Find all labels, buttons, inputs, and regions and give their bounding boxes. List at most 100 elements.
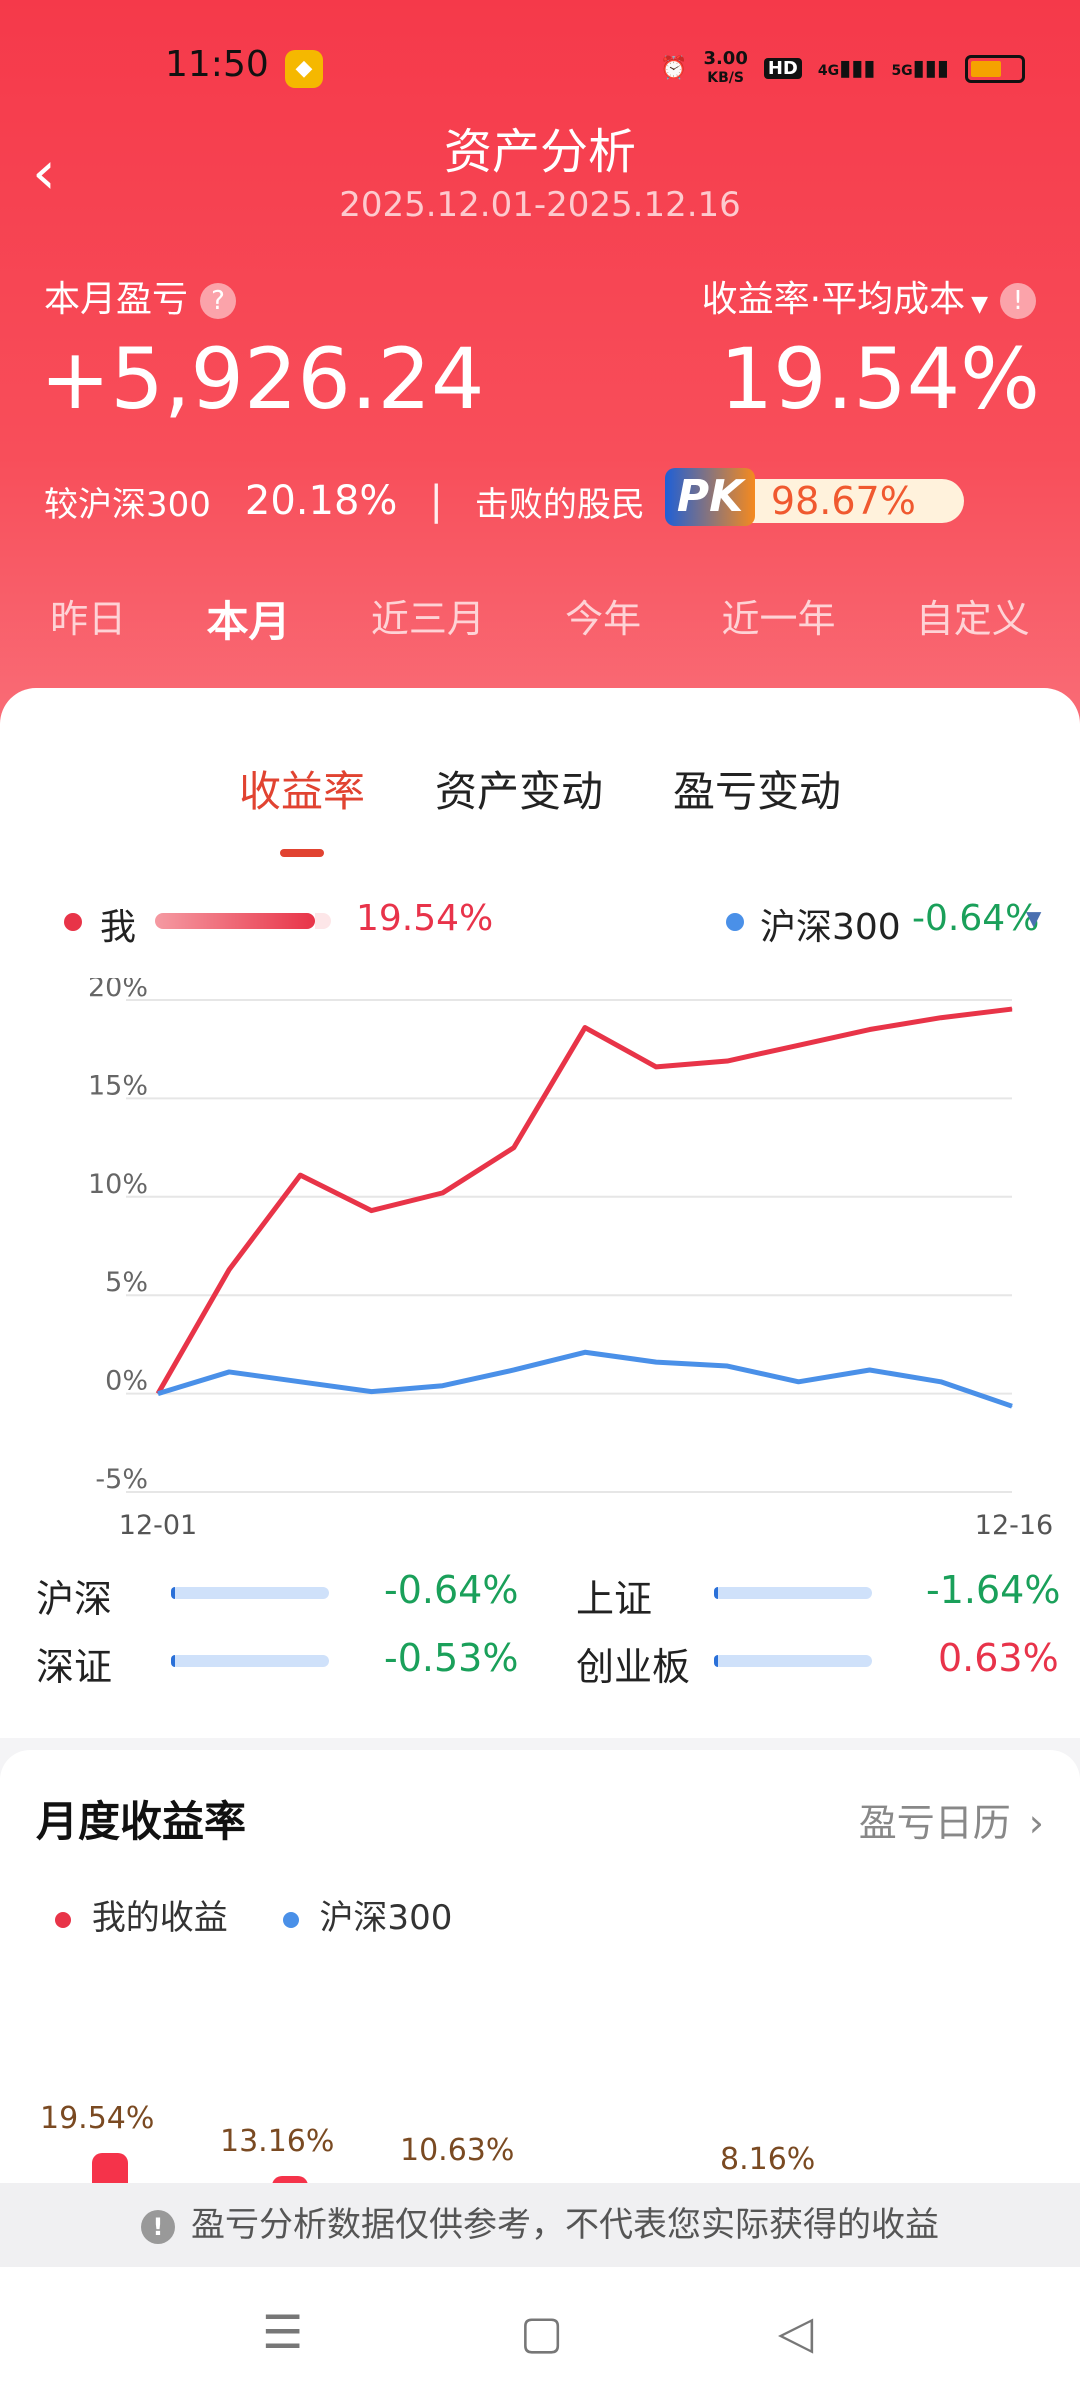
index-value: -0.64% [384, 1568, 519, 1612]
data-point [798, 1044, 799, 1046]
subtab-asset-change[interactable]: 资产变动 [434, 767, 603, 816]
period-tabs: 昨日 本月 近三月 今年 近一年 自定义 [0, 588, 1080, 649]
index-comparison: 沪深 -0.64% 上证 -1.64% 深证 -0.53% 创业板 0.63% [0, 1568, 1080, 1718]
data-point [584, 1351, 586, 1353]
monthly-bar-label: 10.63% [400, 2132, 515, 2168]
data-point [513, 1369, 515, 1371]
beat-label: 击败的股民 [474, 484, 645, 525]
data-point [940, 1017, 942, 1019]
sig-4g-label: 4G [817, 63, 840, 79]
y-tick-label: 10% [88, 1169, 148, 1200]
index-row-sh: 上证 -1.64% [576, 1568, 1060, 1621]
month-pl-label: 本月盈亏? [44, 270, 237, 322]
index-bar [171, 1655, 329, 1667]
legend-index-label: 沪深300 [760, 907, 901, 948]
compare-label: 较沪深300 [44, 484, 211, 525]
index-row-hs: 沪深 -0.64% [36, 1568, 519, 1621]
x-tick-label: 12-01 [119, 1510, 197, 1538]
tab-this-year[interactable]: 今年 [565, 597, 642, 641]
index-dot [726, 913, 744, 931]
battery-icon [965, 54, 1025, 83]
compare-value: 20.18% [244, 478, 398, 524]
data-point [940, 1381, 942, 1383]
tab-one-year[interactable]: 近一年 [721, 597, 836, 641]
x-tick-label: 12-16 [975, 1510, 1053, 1538]
data-point [371, 1391, 372, 1393]
data-point [655, 1066, 657, 1068]
monthly-bar-label: 19.54% [40, 2100, 155, 2136]
caret-down-icon: ▼ [971, 292, 988, 317]
y-tick-label: 5% [105, 1267, 148, 1298]
alarm-icon: ⏰ [660, 56, 688, 81]
tab-yesterday[interactable]: 昨日 [50, 597, 127, 641]
monthly-title: 月度收益率 [36, 1797, 247, 1846]
data-point [726, 1060, 728, 1062]
help-icon[interactable]: ? [200, 283, 237, 319]
data-point [869, 1029, 871, 1031]
me-dot [64, 913, 82, 931]
tab-this-month[interactable]: 本月 [206, 597, 291, 646]
legend-index-value: -0.64% [912, 898, 1040, 939]
subtab-pl-change[interactable]: 盈亏变动 [673, 767, 842, 816]
warning-icon: ! [141, 2209, 175, 2244]
chart-legend: 我 19.54% 沪深300 -0.64% ▼ [60, 898, 1050, 948]
page-title: 资产分析 [443, 124, 636, 180]
tab-custom[interactable]: 自定义 [915, 597, 1030, 641]
back-button[interactable]: ‹ [32, 138, 56, 208]
data-point [228, 1371, 230, 1373]
index-name: 深证 [36, 1645, 113, 1689]
legend-my-return: 我的收益 [91, 1898, 228, 1938]
rate-value: 19.54% [719, 330, 1040, 428]
index-selector-caret-icon[interactable]: ▼ [1026, 906, 1042, 930]
disclaimer-banner: ! 盈亏分析数据仅供参考，不代表您实际获得的收益 [0, 2183, 1080, 2267]
data-point [442, 1385, 444, 1387]
rate-label-text: 收益率·平均成本 [701, 279, 966, 320]
signal-4g-icon: 4G▮▮▮ [817, 56, 876, 81]
net-speed-unit: KB/S [707, 70, 744, 86]
index-value: -0.53% [384, 1636, 519, 1680]
rate-selector[interactable]: 收益率·平均成本 ▼! [702, 270, 1036, 322]
net-speed: 3.00 KB/S [703, 50, 747, 87]
monthly-bar-label: 13.16% [220, 2123, 335, 2159]
my-return-dot [55, 1911, 71, 1928]
y-tick-label: 20% [88, 978, 148, 1003]
index-bar [171, 1587, 329, 1599]
tab-three-months[interactable]: 近三月 [370, 597, 485, 641]
hs300-dot [282, 1911, 299, 1928]
y-tick-label: 0% [105, 1366, 148, 1397]
index-name: 创业板 [576, 1645, 691, 1689]
home-icon[interactable]: ▢ [520, 2305, 564, 2359]
chevron-right-icon: › [1028, 1801, 1044, 1845]
pk-pill[interactable]: PK 98.67% [664, 462, 964, 540]
hd-icon: HD [763, 58, 802, 79]
subtab-return-rate[interactable]: 收益率 [239, 758, 365, 857]
data-point [726, 1365, 728, 1367]
compare-row: 较沪深300 20.18% | 击败的股民 PK 98.67% [44, 462, 964, 540]
status-time: 11:50 [165, 44, 269, 85]
notification-icon: ◆ [285, 50, 323, 88]
header: 11:50 ◆ ⏰ 3.00 KB/S HD 4G▮▮▮ 5G▮▮▮ ‹ 资产分… [0, 0, 1080, 760]
series-line-hs300 [157, 1349, 1013, 1409]
data-point [1011, 1405, 1013, 1407]
status-icons: ⏰ 3.00 KB/S HD 4G▮▮▮ 5G▮▮▮ [660, 50, 1025, 87]
separator: | [429, 478, 443, 524]
data-point [869, 1369, 871, 1371]
data-point [299, 1381, 301, 1383]
status-bar: 11:50 ◆ ⏰ 3.00 KB/S HD 4G▮▮▮ 5G▮▮▮ [0, 44, 1080, 100]
menu-icon[interactable]: ☰ [262, 2305, 304, 2359]
data-point [798, 1381, 799, 1383]
data-point [584, 1027, 586, 1029]
info-icon[interactable]: ! [1000, 283, 1036, 319]
pl-calendar-link[interactable]: 盈亏日历 › [859, 1792, 1044, 1847]
disclaimer-text: 盈亏分析数据仅供参考，不代表您实际获得的收益 [191, 2205, 939, 2245]
index-value: -1.64% [926, 1568, 1061, 1612]
index-row-sz: 深证 -0.53% [36, 1636, 519, 1689]
data-point [513, 1147, 515, 1149]
pl-calendar-label: 盈亏日历 [858, 1801, 1011, 1845]
index-bar [714, 1655, 872, 1667]
returns-card: 收益率 资产变动 盈亏变动 我 19.54% 沪深300 -0.64% ▼ 20… [0, 688, 1080, 1738]
back-nav-icon[interactable]: ◁ [778, 2305, 814, 2359]
return-line-chart: 20% 15% 10% 5% 0% -5% 12-01 12-16 [88, 978, 1053, 1538]
month-pl-value: +5,926.24 [40, 330, 485, 428]
signal-5g-icon: 5G▮▮▮ [891, 56, 949, 81]
